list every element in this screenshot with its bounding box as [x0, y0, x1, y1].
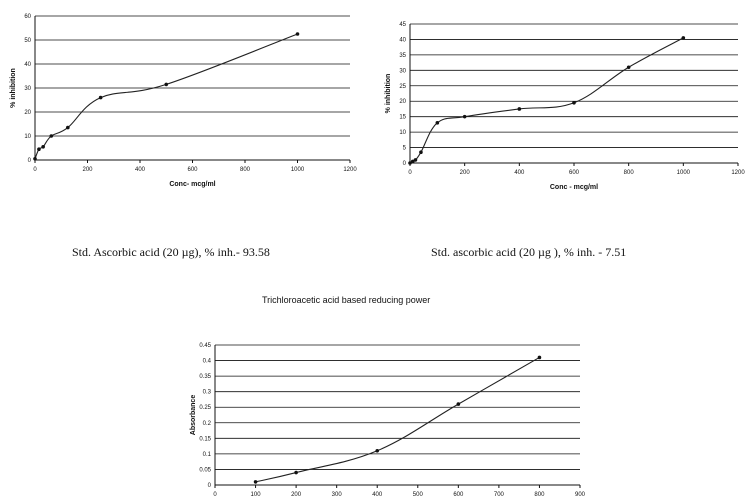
chart-3-xtick-label: 100	[251, 492, 262, 498]
chart-3-ytick-label: 0.3	[203, 390, 212, 396]
chart-1-xtick-label: 200	[82, 167, 93, 173]
chart-2-xtick-label: 800	[624, 170, 635, 176]
chart-3-xtick-label: 600	[453, 492, 464, 498]
chart-1-ylabel: % inhibition	[10, 68, 17, 108]
chart-2-data-point	[413, 158, 418, 162]
chart-2-ytick-label: 40	[399, 37, 406, 43]
chart-3-title: Trichloroacetic acid based reducing powe…	[262, 295, 431, 305]
chart-3-ytick-label: 0.15	[199, 436, 211, 442]
chart-2-data-point	[681, 36, 686, 40]
chart-2-data-point	[435, 121, 440, 125]
chart-1-xtick-label: 400	[135, 167, 146, 173]
chart-3-ytick-label: 0.4	[203, 359, 212, 365]
chart-2-xtick-label: 600	[569, 170, 580, 176]
chart-3-ytick-label: 0.05	[199, 467, 211, 473]
chart-3-data-point	[456, 402, 461, 406]
chart-1-data-point	[295, 32, 300, 36]
chart-2-ytick-label: 15	[399, 115, 406, 121]
chart-1-ytick-label: 50	[24, 38, 31, 44]
chart-1-data-point	[66, 125, 70, 130]
chart-1-data-point	[33, 157, 37, 161]
chart-2-xtick-label: 1000	[677, 170, 691, 176]
chart-1-data-point	[49, 134, 54, 138]
chart-2: 0 5 10 15 20 25 30 35 40 45 0 200 400 600 800 1000 1200 C…	[385, 22, 745, 191]
chart-1-data-point	[37, 147, 41, 151]
chart-1-ytick-label: 40	[24, 62, 31, 68]
chart-1-ytick-label: 60	[24, 14, 31, 20]
chart-1-xtick-label: 600	[187, 167, 198, 173]
chart-2-xtick-label: 400	[514, 170, 525, 176]
chart-2-ytick-label: 20	[399, 99, 406, 105]
chart-1-series-line	[34, 33, 298, 160]
caption-right: Std. ascorbic acid (20 µg ), % inh. - 7.…	[431, 245, 627, 259]
chart-2-ytick-label: 10	[399, 130, 406, 136]
chart-2-xtick-label: 200	[460, 170, 471, 176]
chart-2-series-line	[409, 37, 684, 164]
chart-3-data-point	[294, 470, 298, 475]
chart-1-xlabel: Conc- mcg/ml	[169, 181, 215, 188]
chart-3-xtick-label: 700	[494, 492, 505, 498]
chart-3-xtick-label: 200	[291, 492, 302, 498]
chart-2-data-point	[408, 161, 412, 165]
chart-2-data-point	[419, 150, 423, 154]
chart-1-ytick-label: 30	[24, 86, 31, 92]
caption-left: Std. Ascorbic acid (20 µg), % inh.- 93.5…	[72, 245, 270, 259]
chart-3-ytick-label: 0.45	[199, 343, 211, 349]
chart-2-ylabel: % inhibition	[385, 74, 392, 114]
chart-1-xtick-label: 1000	[291, 167, 305, 173]
chart-3-xtick-label: 800	[534, 492, 545, 498]
chart-3-xtick-label: 0	[213, 492, 217, 498]
chart-1-xtick-label: 0	[33, 167, 37, 173]
chart-2-data-point	[517, 107, 522, 111]
chart-2-ytick-label: 25	[399, 84, 406, 90]
chart-1-data-point	[41, 145, 45, 149]
chart-2-ytick-label: 45	[399, 22, 406, 28]
chart-3-data-point	[537, 355, 542, 360]
chart-1-xtick-label: 1200	[343, 167, 357, 173]
chart-3-xtick-label: 500	[413, 492, 424, 498]
chart-3-ytick-label: 0.1	[203, 452, 212, 458]
chart-1-ytick-label: 10	[24, 134, 31, 140]
chart-2-xtick-label: 0	[408, 170, 412, 176]
chart-3-ytick-label: 0.35	[199, 374, 211, 380]
chart-2-xlabel: Conc - mcg/ml	[550, 184, 598, 191]
chart-2-ytick-label: 35	[399, 53, 406, 59]
chart-2-data-point	[462, 114, 467, 119]
chart-1-xtick-label: 800	[240, 167, 251, 173]
chart-3-xtick-label: 300	[332, 492, 343, 498]
chart-1-ytick-label: 20	[24, 110, 31, 116]
chart-2-ytick-label: 30	[399, 68, 406, 74]
chart-3: 0 0.05 0.1 0.15 0.2 0.25 0.3 0.35 0.4 0.45 0 100 200…	[190, 343, 586, 498]
chart-1-ytick-label: 0	[28, 158, 32, 164]
chart-3-ytick-label: 0.25	[199, 405, 211, 411]
chart-3-xtick-label: 900	[575, 492, 586, 498]
chart-3-ytick-label: 0	[208, 483, 212, 489]
chart-3-xtick-label: 400	[372, 492, 383, 498]
chart-1-data-point	[98, 95, 103, 100]
chart-2-data-point	[626, 65, 631, 70]
chart-1-data-point	[164, 82, 169, 87]
chart-3-ylabel: Absorbance	[190, 395, 197, 436]
chart-3-data-point	[375, 448, 380, 453]
chart-2-ytick-label: 5	[403, 146, 407, 152]
chart-3-data-point	[253, 480, 258, 484]
chart-3-ytick-label: 0.2	[203, 421, 212, 427]
chart-2-ytick-label: 0	[403, 161, 407, 167]
chart-2-data-point	[410, 159, 415, 164]
chart-2-xtick-label: 1200	[731, 170, 745, 176]
chart-2-data-point	[572, 100, 576, 105]
